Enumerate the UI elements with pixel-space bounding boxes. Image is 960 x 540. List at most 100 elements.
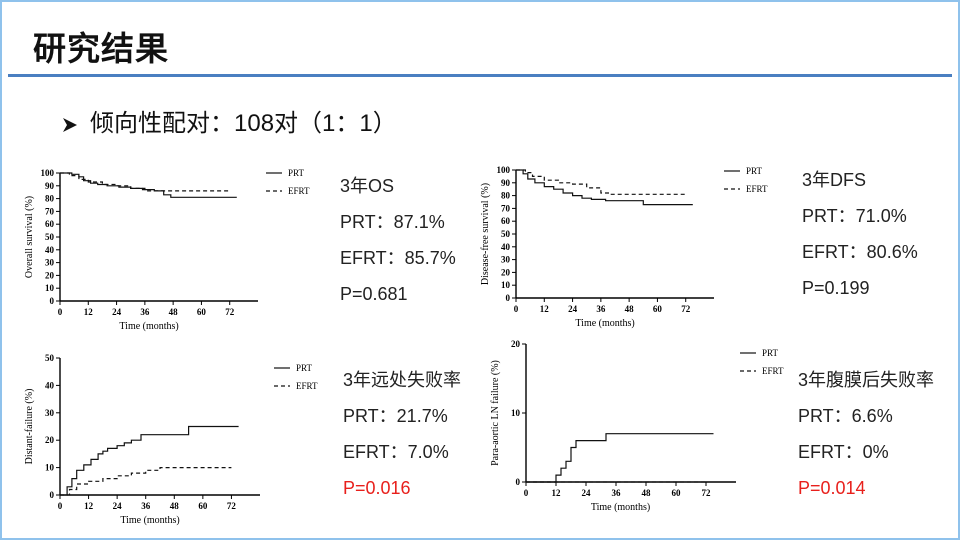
x-tick-label: 36 xyxy=(596,304,606,314)
x-tick-label: 36 xyxy=(140,307,150,317)
subtitle: 倾向性配对：108对（1：1） xyxy=(62,103,397,138)
y-tick-label: 100 xyxy=(41,168,55,178)
slide-title: 研究结果 xyxy=(33,30,169,67)
x-tick-label: 72 xyxy=(225,307,235,317)
y-tick-label: 100 xyxy=(497,165,511,175)
stat-prt: PRT：87.1% xyxy=(340,212,445,232)
y-tick-label: 10 xyxy=(45,283,55,293)
subtitle-text: 倾向性配对：108对（1：1） xyxy=(90,110,397,137)
legend-label-efrt: EFRT xyxy=(288,186,310,196)
x-tick-label: 72 xyxy=(681,304,691,314)
y-tick-label: 0 xyxy=(516,477,521,487)
series-line-efrt xyxy=(60,172,230,192)
x-tick-label: 0 xyxy=(524,488,529,498)
chart-axes: 0 10 20 30 40 50 0 12 24 36 48 60 72 Time (months) Dis… xyxy=(24,353,260,526)
x-tick-label: 36 xyxy=(141,501,151,511)
x-tick-label: 0 xyxy=(58,501,63,511)
series-line-prt xyxy=(526,433,714,483)
chart-axes: 0 10 20 0 12 24 36 48 60 72 Time (months) Para-aort… xyxy=(490,339,736,513)
y-tick-label: 0 xyxy=(50,490,55,500)
x-tick-label: 36 xyxy=(612,488,622,498)
x-tick-label: 0 xyxy=(514,304,519,314)
y-tick-label: 10 xyxy=(45,463,55,473)
y-tick-label: 30 xyxy=(45,258,55,268)
x-tick-label: 24 xyxy=(582,488,592,498)
x-tick-label: 24 xyxy=(568,304,578,314)
stat-efrt: EFRT：0% xyxy=(798,442,889,462)
x-tick-label: 72 xyxy=(702,488,712,498)
y-tick-label: 20 xyxy=(45,435,55,445)
x-tick-label: 60 xyxy=(672,488,682,498)
x-axis-label: Time (months) xyxy=(119,321,178,332)
x-tick-label: 48 xyxy=(170,501,180,511)
y-tick-label: 20 xyxy=(511,339,521,349)
legend-label-prt: PRT xyxy=(288,168,304,178)
stat-label: 3年腹膜后失败率 xyxy=(798,370,935,390)
stat-label: 3年远处失败率 xyxy=(343,370,462,390)
y-tick-label: 0 xyxy=(506,293,511,303)
x-tick-label: 12 xyxy=(552,488,562,498)
x-tick-label: 12 xyxy=(84,307,94,317)
y-axis-label: Distant-failure (%) xyxy=(24,389,35,465)
stat-p-value: P=0.199 xyxy=(802,278,870,298)
y-tick-label: 0 xyxy=(50,296,55,306)
legend-label-prt: PRT xyxy=(762,348,778,358)
stat-p-value: P=0.681 xyxy=(340,284,408,304)
x-tick-label: 60 xyxy=(198,501,208,511)
y-tick-label: 60 xyxy=(501,216,511,226)
y-tick-label: 70 xyxy=(45,206,55,216)
legend-label-efrt: EFRT xyxy=(762,366,784,376)
title-divider xyxy=(8,74,952,77)
y-tick-label: 60 xyxy=(45,219,55,229)
x-tick-label: 48 xyxy=(169,307,179,317)
y-axis-label: Overall survival (%) xyxy=(24,196,35,278)
stat-efrt: EFRT：80.6% xyxy=(802,242,918,262)
arrow-bullet-icon xyxy=(63,117,77,132)
chart-axes: 0 10 20 30 40 50 60 70 80 90 100 0 12 24 36 48 60 72 Time … xyxy=(480,165,714,329)
stats-os: 3年OS PRT：87.1% EFRT：85.7% P=0.681 xyxy=(340,168,456,312)
y-tick-label: 50 xyxy=(45,353,55,363)
x-tick-label: 24 xyxy=(113,501,123,511)
x-tick-label: 48 xyxy=(642,488,652,498)
y-axis-label: Para-aortic LN failure (%) xyxy=(490,360,501,466)
chart-os: 0 10 20 30 40 50 60 70 80 90 100 0 12 24 36 48 60 72 Time … xyxy=(24,168,310,332)
x-tick-label: 72 xyxy=(227,501,237,511)
series-line-efrt xyxy=(516,169,686,195)
stat-label: 3年DFS xyxy=(802,170,867,190)
y-tick-label: 50 xyxy=(45,232,55,242)
x-tick-label: 0 xyxy=(58,307,63,317)
chart-distant-failure: 0 10 20 30 40 50 0 12 24 36 48 60 72 Time (months) Dis… xyxy=(24,353,318,526)
y-tick-label: 40 xyxy=(45,380,55,390)
chart-axes: 0 10 20 30 40 50 60 70 80 90 100 0 12 24 36 48 60 72 Time … xyxy=(24,168,258,332)
stats-para-aortic-failure: 3年腹膜后失败率 PRT：6.6% EFRT：0% P=0.014 xyxy=(798,362,934,506)
x-tick-label: 60 xyxy=(653,304,663,314)
x-tick-label: 48 xyxy=(625,304,635,314)
stat-efrt: EFRT：7.0% xyxy=(343,442,449,462)
y-tick-label: 90 xyxy=(45,181,55,191)
stats-distant-failure: 3年远处失败率 PRT：21.7% EFRT：7.0% P=0.016 xyxy=(343,362,461,506)
y-tick-label: 20 xyxy=(45,270,55,280)
chart-para-aortic-failure: 0 10 20 0 12 24 36 48 60 72 Time (months) Para-aort… xyxy=(490,339,784,513)
legend-label-prt: PRT xyxy=(296,363,312,373)
stat-prt: PRT：21.7% xyxy=(343,406,448,426)
series-line-prt xyxy=(60,172,237,198)
x-tick-label: 60 xyxy=(197,307,207,317)
y-tick-label: 10 xyxy=(511,408,521,418)
y-tick-label: 30 xyxy=(501,255,511,265)
chart-dfs: 0 10 20 30 40 50 60 70 80 90 100 0 12 24 36 48 60 72 Time … xyxy=(480,165,768,329)
y-tick-label: 80 xyxy=(45,194,55,204)
stat-label: 3年OS xyxy=(340,176,395,196)
series-line-efrt xyxy=(60,467,232,496)
stat-prt: PRT：6.6% xyxy=(798,406,893,426)
y-tick-label: 40 xyxy=(501,242,511,252)
y-tick-label: 30 xyxy=(45,408,55,418)
x-axis-label: Time (months) xyxy=(120,515,179,526)
stat-p-value: P=0.014 xyxy=(798,478,866,498)
stat-efrt: EFRT：85.7% xyxy=(340,248,456,268)
x-tick-label: 24 xyxy=(112,307,122,317)
x-axis-label: Time (months) xyxy=(591,502,650,513)
y-tick-label: 50 xyxy=(501,229,511,239)
stat-prt: PRT：71.0% xyxy=(802,206,907,226)
y-tick-label: 20 xyxy=(501,267,511,277)
